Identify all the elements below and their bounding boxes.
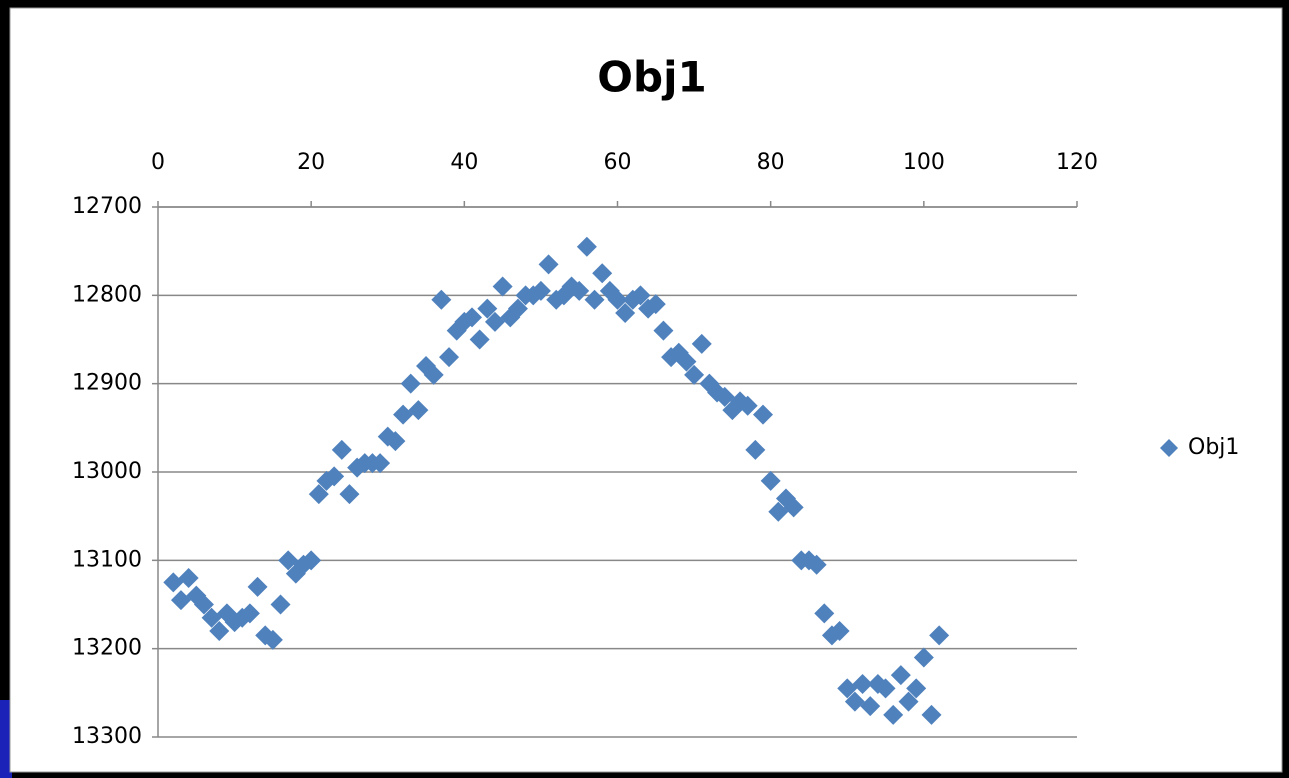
point	[209, 621, 230, 641]
y-tick-label: 12800	[72, 282, 142, 307]
point	[262, 629, 283, 650]
x-tick-label: 0	[151, 150, 165, 175]
point	[883, 704, 904, 725]
point	[193, 594, 214, 615]
point	[477, 298, 498, 319]
point	[408, 400, 429, 421]
point	[768, 501, 789, 522]
point	[247, 576, 268, 597]
point	[331, 439, 352, 460]
background-accent	[0, 700, 12, 778]
point	[201, 607, 222, 628]
point	[890, 665, 911, 686]
point	[745, 439, 766, 460]
x-tick-label: 120	[1056, 150, 1098, 175]
point	[576, 236, 597, 257]
point	[423, 364, 444, 385]
point	[584, 289, 605, 310]
point	[270, 594, 291, 615]
x-tick-label: 40	[450, 150, 478, 175]
point	[630, 285, 651, 306]
point	[684, 364, 705, 385]
point	[484, 311, 505, 332]
point	[691, 333, 712, 354]
point	[439, 347, 460, 368]
point	[645, 294, 666, 315]
point	[461, 307, 482, 328]
point	[714, 386, 735, 407]
point	[615, 303, 636, 323]
point	[385, 431, 406, 452]
point	[530, 280, 551, 301]
point	[393, 404, 414, 425]
point	[400, 373, 421, 394]
point	[507, 298, 528, 319]
legend-label: Obj1	[1188, 435, 1239, 460]
y-tick-label: 13300	[72, 724, 142, 749]
point	[592, 263, 613, 284]
point	[753, 404, 774, 425]
point	[844, 691, 865, 712]
point	[852, 674, 873, 694]
point	[898, 691, 919, 712]
point	[653, 320, 674, 341]
point	[921, 704, 942, 725]
y-tick-label: 12900	[72, 371, 142, 396]
x-tick-label: 100	[903, 150, 945, 175]
chart-area	[9, 7, 1283, 773]
point	[906, 678, 927, 699]
y-tick-label: 13100	[72, 547, 142, 572]
point	[814, 603, 835, 624]
legend-marker	[1160, 439, 1178, 457]
point	[301, 550, 322, 571]
point	[737, 395, 758, 416]
point	[370, 453, 391, 474]
point	[913, 647, 934, 668]
point	[929, 625, 950, 646]
point	[178, 568, 199, 588]
point	[760, 470, 781, 491]
point	[163, 572, 184, 593]
point	[860, 696, 881, 717]
point	[431, 289, 452, 310]
point	[308, 484, 329, 505]
point	[469, 329, 490, 350]
point	[339, 484, 360, 505]
point	[607, 289, 628, 310]
point	[806, 554, 827, 575]
x-tick-label: 80	[757, 150, 785, 175]
point	[783, 497, 804, 518]
point	[278, 550, 299, 571]
point	[492, 276, 513, 297]
y-tick-label: 13200	[72, 636, 142, 661]
point	[837, 678, 858, 699]
y-tick-label: 12700	[72, 194, 142, 219]
x-tick-label: 20	[297, 150, 325, 175]
y-tick-label: 13000	[72, 459, 142, 484]
x-tick-label: 60	[604, 150, 632, 175]
point	[569, 280, 590, 301]
point	[170, 590, 191, 611]
point	[829, 621, 850, 641]
point	[676, 351, 697, 372]
chart-title: Obj1	[597, 53, 706, 102]
point	[538, 254, 559, 275]
point	[324, 466, 345, 487]
point	[875, 678, 896, 699]
point	[239, 603, 260, 624]
